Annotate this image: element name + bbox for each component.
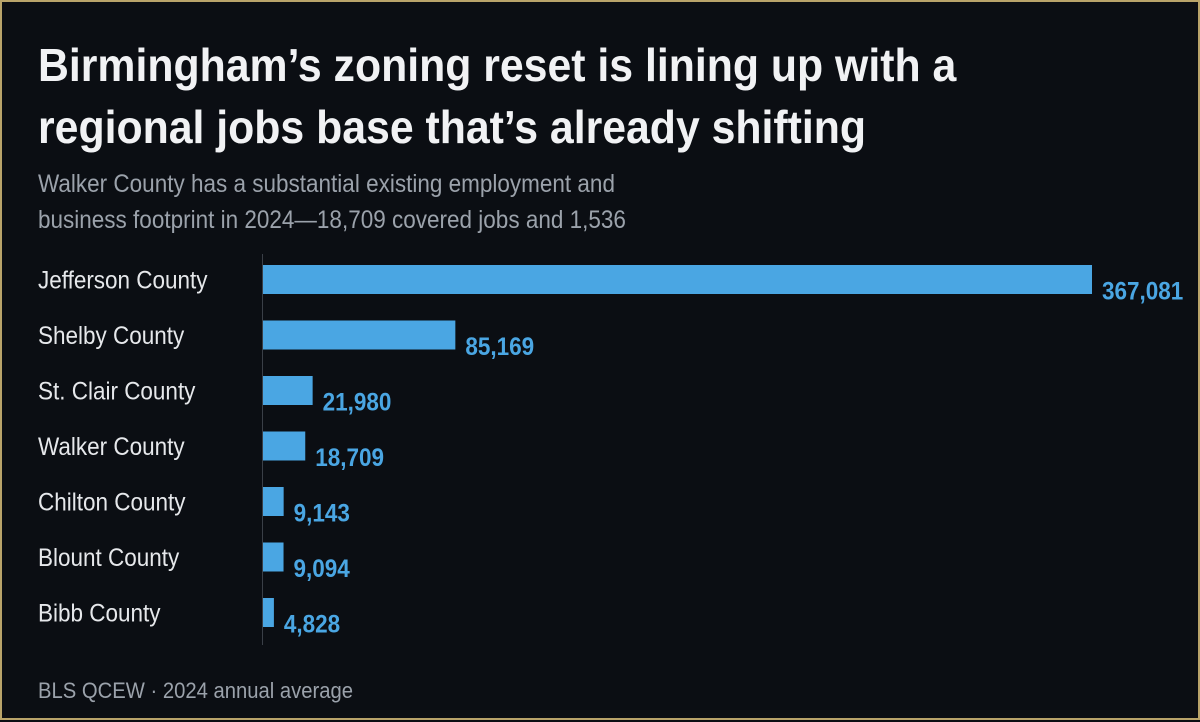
category-label: Shelby County <box>38 322 184 350</box>
value-label: 21,980 <box>323 388 392 416</box>
chart-subtitle: Walker County has a substantial existing… <box>38 170 626 234</box>
bar <box>263 487 284 516</box>
category-label: St. Clair County <box>38 377 196 405</box>
category-label: Bibb County <box>38 599 161 627</box>
value-label: 9,143 <box>294 499 350 527</box>
value-label: 85,169 <box>465 333 534 361</box>
category-label: Jefferson County <box>38 266 208 294</box>
value-label: 367,081 <box>1102 277 1183 305</box>
value-label: 18,709 <box>315 444 384 472</box>
bar <box>263 542 284 572</box>
category-label: Chilton County <box>38 488 186 516</box>
value-label: 4,828 <box>284 610 340 638</box>
category-label: Blount County <box>38 544 179 572</box>
bar <box>263 376 313 405</box>
value-label: 9,094 <box>294 555 351 583</box>
chart-title: Birmingham’s zoning reset is lining up w… <box>38 39 957 153</box>
bar <box>263 320 456 350</box>
bar <box>263 431 306 461</box>
bar <box>263 265 1092 294</box>
bar <box>263 598 274 627</box>
source-note: BLS QCEW · 2024 annual average <box>38 678 354 703</box>
category-label: Walker County <box>38 433 185 461</box>
